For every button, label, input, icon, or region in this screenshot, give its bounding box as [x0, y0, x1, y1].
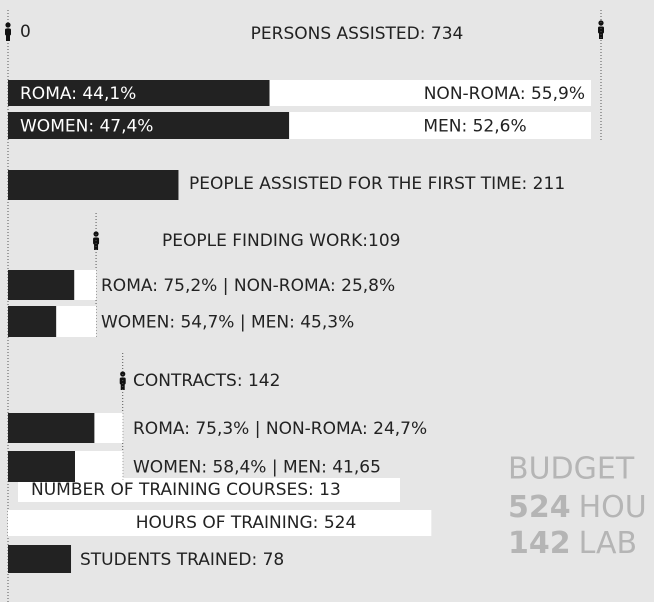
split-label: WOMEN: 58,4% | MEN: 41,65: [133, 458, 381, 478]
icon-legs: [599, 33, 603, 39]
students-bar: [8, 545, 72, 573]
split-bar: [8, 413, 95, 443]
budget-line: 524 HOU: [508, 490, 647, 525]
split-bar: [8, 451, 75, 482]
split-bar: [8, 80, 270, 106]
hours-bar: [8, 510, 432, 536]
person-icon: [598, 20, 604, 39]
students-label: STUDENTS TRAINED: 78: [80, 550, 284, 570]
courses-label: NUMBER OF TRAINING COURSES: 13: [31, 480, 341, 500]
split-bar: [8, 306, 57, 337]
split-left: WOMEN: 47,4%: [20, 117, 153, 137]
zero-label: 0: [20, 22, 31, 42]
split-left: ROMA: 44,1%: [20, 84, 136, 104]
total-label: PERSONS ASSISTED: 734: [251, 24, 464, 44]
budget-text: HOU: [579, 490, 647, 525]
split-bar: [8, 112, 290, 139]
icon-head: [5, 22, 11, 28]
split-right: NON-ROMA: 55,9%: [424, 84, 585, 104]
icon-body: [598, 26, 604, 34]
split-label: WOMEN: 54,7% | MEN: 45,3%: [101, 313, 354, 333]
split-label: ROMA: 75,2% | NON-ROMA: 25,8%: [101, 276, 395, 296]
budget-title: BUDGET: [508, 452, 635, 487]
budget-line: 142 LAB: [508, 526, 637, 561]
work-label: PEOPLE FINDING WORK:109: [162, 231, 400, 251]
split-right: MEN: 52,6%: [423, 117, 526, 137]
hours-label: HOURS OF TRAINING: 524: [136, 513, 357, 533]
budget-number: 524: [508, 490, 571, 525]
contracts-label: CONTRACTS: 142: [133, 371, 280, 391]
person-icon: [5, 22, 11, 41]
icon-legs: [6, 35, 10, 41]
split-label: ROMA: 75,3% | NON-ROMA: 24,7%: [133, 419, 427, 439]
first-time-bar: [8, 170, 179, 200]
icon-body: [5, 28, 11, 36]
first-time-label: PEOPLE ASSISTED FOR THE FIRST TIME: 211: [189, 174, 565, 194]
budget-text: LAB: [579, 526, 638, 561]
split-bar: [8, 270, 75, 300]
budget-number: 142: [508, 526, 571, 561]
